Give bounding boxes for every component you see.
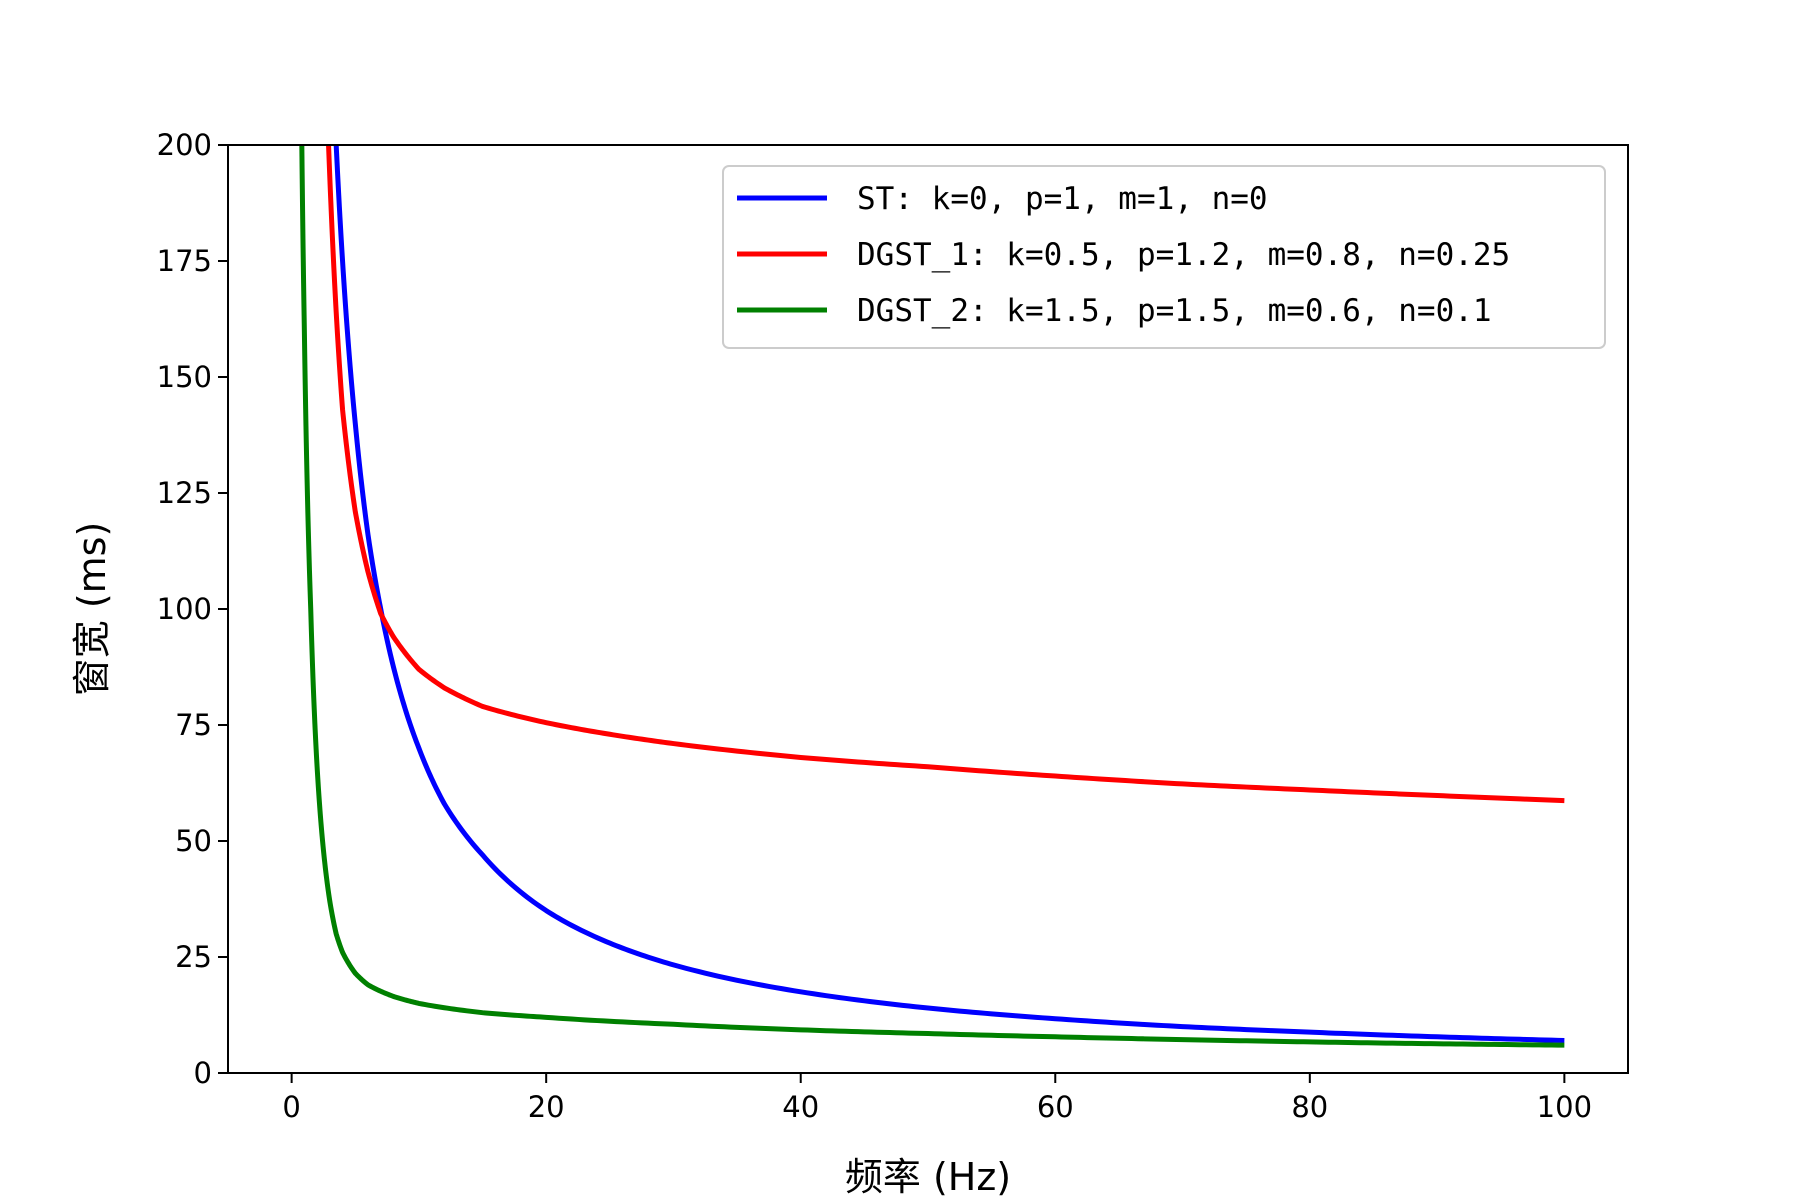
series-layer [299, 145, 1565, 1048]
x-tick-label: 60 [1037, 1090, 1074, 1124]
x-axis-label: 频率 (Hz) [845, 1155, 1011, 1199]
legend-label-2: DGST_1: k=0.5, p=1.2, m=0.8, n=0.25 [857, 237, 1510, 273]
y-tick-label: 50 [175, 824, 212, 858]
x-axis-ticks: 0 20 40 60 80 100 [282, 1073, 1592, 1124]
y-tick-label: 175 [157, 244, 212, 278]
y-tick-label: 200 [157, 128, 212, 162]
series-line-1 [333, 145, 1565, 1044]
legend-label-3: DGST_2: k=1.5, p=1.5, m=0.6, n=0.1 [857, 293, 1492, 329]
x-tick-label: 40 [782, 1090, 819, 1124]
x-tick-label: 0 [282, 1090, 300, 1124]
y-tick-label: 150 [157, 360, 212, 394]
y-axis-label: 窗宽 (ms) [70, 522, 114, 697]
y-axis-ticks: 0 25 50 75 100 125 150 175 200 [157, 128, 228, 1090]
legend-box [722, 165, 1606, 349]
y-tick-label: 100 [157, 592, 212, 626]
series-line-2 [326, 145, 1565, 804]
y-tick-label: 125 [157, 476, 212, 510]
x-tick-label: 100 [1537, 1090, 1592, 1124]
y-tick-label: 25 [175, 940, 212, 974]
legend-label-1: ST: k=0, p=1, m=1, n=0 [857, 181, 1268, 217]
y-tick-label: 0 [194, 1056, 212, 1090]
x-tick-label: 20 [528, 1090, 565, 1124]
x-tick-label: 80 [1291, 1090, 1328, 1124]
legend: ST: k=0, p=1, m=1, n=0 DGST_1: k=0.5, p=1… [722, 165, 1606, 349]
y-tick-label: 75 [175, 708, 212, 742]
series-line-3 [299, 145, 1565, 1048]
